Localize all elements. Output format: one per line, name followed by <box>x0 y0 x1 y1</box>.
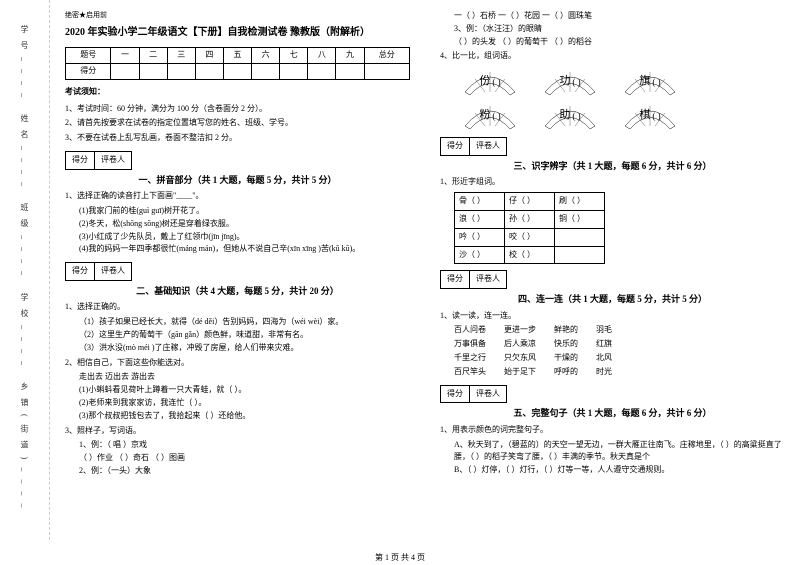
sidebar-banji: 班级____ <box>19 203 30 283</box>
sidebar-xiangzhen: 乡镇(街道)____ <box>19 382 30 515</box>
sec5-q1: 1、用表示颜色的词完整句子。 <box>440 424 785 437</box>
sec5-qB: B、（ ）灯停，（ ）灯行，（ ）灯等一等，人人遵守交通规则。 <box>454 464 785 477</box>
sec2-q2-opts: 走出去 迈出去 游出去 <box>79 371 410 384</box>
sec2-q2-1: (1)小蝌蚪看见荷叶上蹲着一只大青蛙，就（ ）。 <box>79 384 410 397</box>
binding-sidebar: 学号____ 姓名____ 班级____ 学校____ 乡镇(街道)____ <box>0 0 50 540</box>
sec2-q1-3: （3）洪水没(mò méi )了庄稼，冲毁了房屋，给人们带来灾难。 <box>79 342 410 355</box>
fan-gong: 功( ) <box>540 67 600 97</box>
sidebar-xingming: 姓名____ <box>19 114 30 194</box>
sec1-sub4: (4)我的妈妈一年四季都很忙(máng mán)，但她从不说自己辛(xīn xī… <box>79 243 410 256</box>
sec5-title: 五、完整句子（共 1 大题，每题 6 分，共计 6 分） <box>440 406 785 420</box>
connect-grid: 百人问卷 万事俱备 千里之行 百尺竿头 更进一步 后人乘凉 只欠东风 始于足下 … <box>454 324 785 378</box>
sec3-title: 三、识字辨字（共 1 大题，每题 6 分，共计 6 分） <box>440 159 785 173</box>
score-value-row: 得分 <box>66 63 410 79</box>
sec2-q1-1: （1）孩子如果已经长大，就得（dé děi）告别妈妈，四海为（wéi wèi）家… <box>79 316 410 329</box>
sec5-header: 得分 评卷人 <box>440 385 785 404</box>
col2-line2: 3、例：（水汪汪）的眼睛 <box>454 23 785 36</box>
grader-box: 得分 评卷人 <box>65 151 132 170</box>
grader-box-4: 得分 评卷人 <box>440 270 507 289</box>
grader-box-5: 得分 评卷人 <box>440 385 507 404</box>
col2-q4: 4、比一比，组词语。 <box>440 50 785 63</box>
sec2-q2-2: (2)老师来到我家家访，我连忙（ ）。 <box>79 397 410 410</box>
notice-3: 3、不要在试卷上乱写乱画，卷面不整洁扣 2 分。 <box>65 132 410 145</box>
page-footer: 第 1 页 共 4 页 <box>0 552 800 563</box>
sec3-header: 得分 评卷人 <box>440 137 785 156</box>
sidebar-xuehao: 学号____ <box>19 25 30 105</box>
content-columns: 绝密★启用前 2020 年实验小学二年级语文【下册】自我检测试卷 豫教版（附解析… <box>50 0 800 540</box>
connect-col-4: 羽毛 红旗 北风 时光 <box>596 324 612 378</box>
page: 学号____ 姓名____ 班级____ 学校____ 乡镇(街道)____ 绝… <box>0 0 800 540</box>
sec4-title: 四、连一连（共 1 大题，每题 5 分，共计 5 分） <box>440 292 785 306</box>
score-header-row: 题号 一 二 三 四 五 六 七 八 九 总分 <box>66 48 410 64</box>
sec5-qA: A、秋天到了，（碧蓝的）的天空一望无边，一群大雁正往南飞。庄稼地里，（ ）的高粱… <box>454 439 785 465</box>
fan-qi2: 棋( ) <box>620 101 680 131</box>
sec2-q2: 2、相信自己，下面这些你能选对。 <box>65 357 410 370</box>
sec4-header: 得分 评卷人 <box>440 270 785 289</box>
sec1-q1: 1、选择正确的读音打上下面画"____"。 <box>65 190 410 203</box>
notice-1: 1、考试时间：60 分钟，满分为 100 分（含卷面分 2 分）。 <box>65 103 410 116</box>
fan-fen1: 份( ) <box>460 67 520 97</box>
sec2-q1-2: （2）这里生产的葡萄干（gān gǎn）颜色鲜，味道甜，非常有名。 <box>79 329 410 342</box>
fan-row-2: 粉( ) 助( ) 棋( ) <box>460 101 785 131</box>
sec1-header: 得分 评卷人 <box>65 151 410 170</box>
sec3-q1: 1、形近字组词。 <box>440 176 785 189</box>
fan-fen2: 粉( ) <box>460 101 520 131</box>
sec1-title: 一、拼音部分（共 1 大题，每题 5 分，共计 5 分） <box>65 173 410 187</box>
sec2-q1: 1、选择正确的。 <box>65 301 410 314</box>
grader-box-3: 得分 评卷人 <box>440 137 507 156</box>
sec1-sub3: (3)小红成了少先队员，戴上了红领巾(jīn jīng)。 <box>79 231 410 244</box>
connect-col-3: 鲜艳的 快乐的 干燥的 呼呼的 <box>554 324 578 378</box>
col2-line1: 一（ ）石桥 一（ ）花园 一（ ）圆珠笔 <box>454 10 785 23</box>
sec2-title: 二、基础知识（共 4 大题，每题 5 分，共计 20 分） <box>65 284 410 298</box>
sec1-sub1: (1)我家门前的桂(guì guī)树开花了。 <box>79 205 410 218</box>
score-table: 题号 一 二 三 四 五 六 七 八 九 总分 得分 <box>65 47 410 80</box>
fan-row-1: 份( ) 功( ) 旗( ) <box>460 67 785 97</box>
grader-box-2: 得分 评卷人 <box>65 262 132 281</box>
notice-title: 考试须知： <box>65 86 410 99</box>
near-char-table: 骨（ ）仔（ ）刷（ ） 浪（ ）孙（ ）铜（ ） 吟（ ）咬（ ） 沙（ ）校… <box>454 192 605 264</box>
connect-col-1: 百人问卷 万事俱备 千里之行 百尺竿头 <box>454 324 486 378</box>
sec2-q3b: 2、例：（一头）大象 <box>79 465 410 478</box>
sec2-q3a-items: （ ）作业 （ ）奇石 （ ）图画 <box>79 452 410 465</box>
secret-tag: 绝密★启用前 <box>65 10 410 21</box>
column-left: 绝密★启用前 2020 年实验小学二年级语文【下册】自我检测试卷 豫教版（附解析… <box>50 0 425 540</box>
col2-line3: （ ）的头发 （ ）的葡萄干 （ ）的稻谷 <box>454 36 785 49</box>
fan-zhu: 助( ) <box>540 101 600 131</box>
sec2-header: 得分 评卷人 <box>65 262 410 281</box>
notice-2: 2、请首先按要求在试卷的指定位置填写您的姓名、班级、学号。 <box>65 117 410 130</box>
exam-title: 2020 年实验小学二年级语文【下册】自我检测试卷 豫教版（附解析） <box>65 25 410 41</box>
fan-qi1: 旗( ) <box>620 67 680 97</box>
sec2-q2-3: (3)那个叔叔把钱包去了，我拾起来（ ）还给他。 <box>79 410 410 423</box>
sec2-q3a: 1、例：（ 唱 ）京戏 <box>79 439 410 452</box>
sec4-q1: 1、读一读，连一连。 <box>440 310 785 323</box>
column-right: 一（ ）石桥 一（ ）花园 一（ ）圆珠笔 3、例：（水汪汪）的眼睛 （ ）的头… <box>425 0 800 540</box>
connect-col-2: 更进一步 后人乘凉 只欠东风 始于足下 <box>504 324 536 378</box>
sidebar-xuexiao: 学校____ <box>19 293 30 373</box>
sec2-q3: 3、照样子，写词语。 <box>65 425 410 438</box>
sec1-sub2: (2)冬天，松(shōng sōng)树还是穿着绿衣服。 <box>79 218 410 231</box>
